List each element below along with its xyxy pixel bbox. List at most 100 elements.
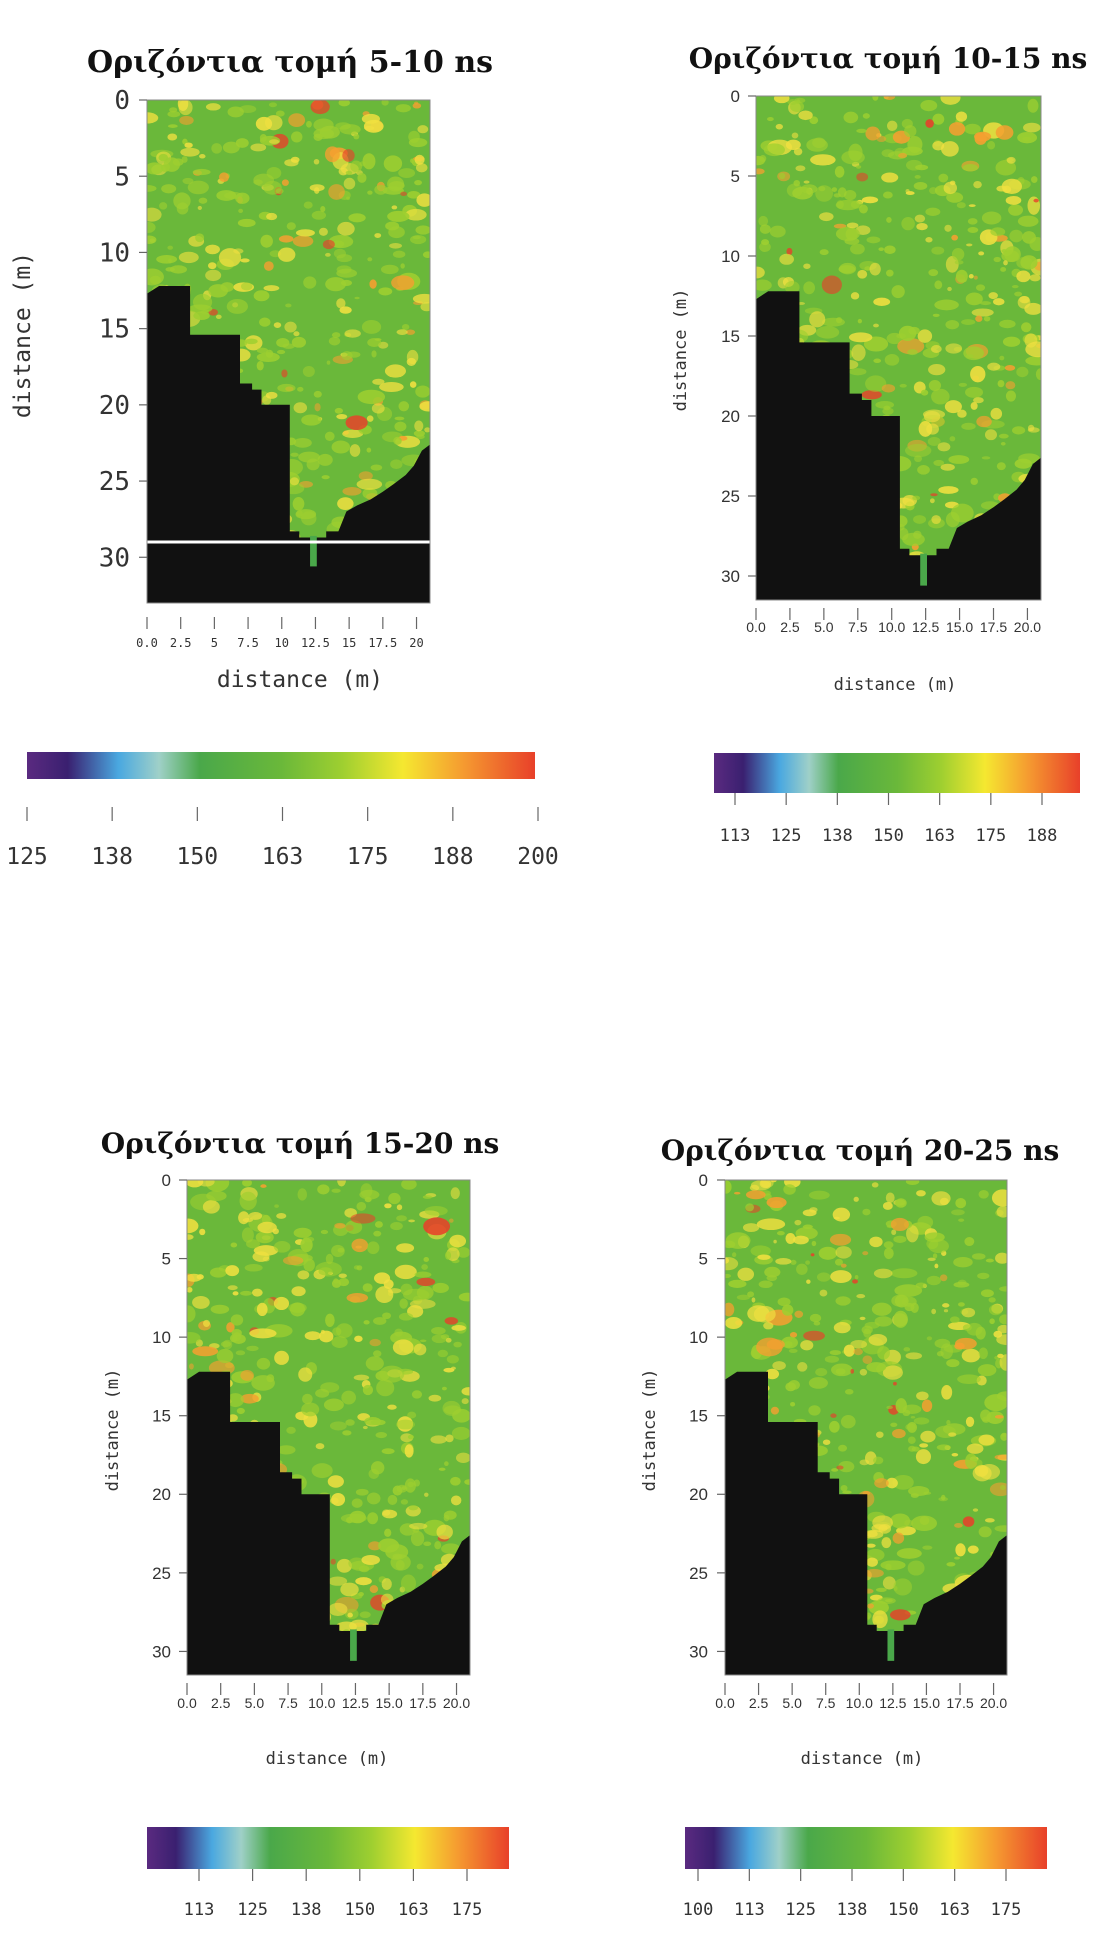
- heatmap-blob: [985, 1258, 994, 1263]
- heatmap-blob: [415, 163, 428, 173]
- data-sliver: [310, 535, 317, 567]
- heatmap-blob: [745, 1190, 766, 1200]
- heatmap-blob: [993, 1330, 1003, 1338]
- heatmap-blob: [383, 155, 403, 172]
- colorbar-tick-label: 150: [888, 1900, 919, 1920]
- heatmap-blob: [412, 235, 421, 240]
- colorbar: [685, 1827, 1047, 1869]
- heatmap-blob: [864, 1321, 880, 1329]
- heatmap-blob: [451, 1426, 470, 1440]
- heatmap-blob: [334, 407, 344, 414]
- heatmap-blob: [1000, 266, 1007, 272]
- heatmap-blob: [999, 1354, 1007, 1371]
- heatmap-blob: [913, 1417, 930, 1425]
- heatmap-blob: [187, 1218, 199, 1234]
- heatmap-blob: [766, 1197, 787, 1209]
- heatmap-blob: [359, 1611, 371, 1619]
- heatmap-blob: [421, 1264, 428, 1270]
- heatmap-blob: [396, 1204, 403, 1211]
- heatmap-blob: [832, 1207, 851, 1222]
- heatmap-blob: [317, 1184, 330, 1195]
- heatmap-blob: [310, 100, 330, 115]
- heatmap-blob: [147, 112, 159, 124]
- heatmap-blob: [239, 105, 257, 114]
- heatmap-blob: [282, 1256, 304, 1266]
- heatmap-blob: [233, 248, 244, 254]
- heatmap-blob: [921, 1399, 933, 1413]
- heatmap-blob: [422, 1195, 433, 1199]
- heatmap-blob: [424, 1492, 429, 1497]
- heatmap-blob: [322, 239, 335, 250]
- heatmap-blob: [803, 281, 815, 295]
- heatmap-blob: [809, 311, 826, 328]
- heatmap-blob: [321, 475, 330, 480]
- heatmap-blob: [939, 1274, 948, 1282]
- heatmap-blob: [1011, 284, 1019, 289]
- heatmap-blob: [367, 190, 373, 195]
- heatmap-blob: [289, 477, 300, 486]
- heatmap-blob: [256, 360, 264, 371]
- heatmap-blob: [988, 1297, 996, 1303]
- heatmap-blob: [725, 1180, 732, 1194]
- heatmap-blob: [914, 175, 921, 179]
- x-tick-label: 2.5: [749, 1695, 769, 1711]
- heatmap-blob: [805, 1260, 811, 1265]
- heatmap-blob: [913, 530, 922, 539]
- heatmap-blob: [407, 190, 421, 199]
- heatmap-blob: [987, 362, 1001, 371]
- heatmap-blob: [950, 503, 974, 523]
- heatmap-blob: [369, 279, 377, 289]
- heatmap-blob: [410, 158, 415, 164]
- heatmap-blob: [400, 191, 408, 196]
- heatmap-blob: [187, 1305, 196, 1323]
- heatmap-blob: [786, 183, 803, 198]
- heatmap-blob: [408, 1505, 419, 1511]
- heatmap-blob: [756, 168, 765, 175]
- heatmap-blob: [753, 1305, 776, 1323]
- heatmap-blob: [815, 185, 834, 202]
- heatmap-blob: [878, 1523, 892, 1534]
- heatmap-blob: [875, 400, 895, 409]
- heatmap-blob: [945, 320, 960, 330]
- heatmap-blob: [947, 286, 952, 292]
- heatmap-blob: [269, 139, 280, 144]
- heatmap-blob: [215, 314, 222, 320]
- heatmap-blob: [336, 298, 346, 309]
- heatmap-blob: [342, 149, 355, 162]
- heatmap-blob: [908, 1445, 916, 1452]
- heatmap-blob: [797, 302, 806, 305]
- heatmap-blob: [779, 253, 794, 265]
- heatmap-blob: [348, 213, 366, 223]
- heatmap-blob: [250, 143, 267, 152]
- colorbar-tick-label: 175: [347, 844, 389, 870]
- heatmap-blob: [354, 296, 360, 300]
- heatmap-blob: [402, 1288, 430, 1301]
- heatmap-blob: [943, 1309, 949, 1313]
- heatmap-blob: [376, 1379, 395, 1397]
- heatmap-blob: [894, 1294, 909, 1308]
- heatmap-blob: [967, 218, 978, 225]
- heatmap-blob: [226, 1322, 235, 1333]
- heatmap-blob: [958, 382, 968, 387]
- heatmap-blob: [883, 1247, 894, 1260]
- heatmap-blob: [955, 1337, 977, 1350]
- heatmap-blob: [946, 192, 964, 203]
- heatmap-blob: [220, 1341, 232, 1348]
- heatmap-blob: [306, 458, 320, 471]
- heatmap-blob: [360, 1183, 373, 1198]
- heatmap-blob: [981, 211, 1002, 225]
- heatmap-blob: [765, 1368, 780, 1380]
- colorbar-tick-label: 163: [262, 844, 304, 870]
- colorbar-tick-label: 200: [517, 844, 559, 870]
- heatmap-blob: [331, 1188, 341, 1193]
- heatmap-blob: [833, 1322, 851, 1334]
- colorbar-tick-label: 175: [991, 1900, 1022, 1920]
- heatmap-blob: [894, 1284, 923, 1297]
- heatmap-blob: [915, 164, 929, 171]
- heatmap-blob: [764, 1266, 781, 1278]
- heatmap-blob: [897, 338, 925, 355]
- heatmap-blob: [868, 1334, 888, 1346]
- heatmap-blob: [149, 275, 161, 285]
- heatmap-blob: [266, 167, 282, 180]
- heatmap-blob: [1001, 178, 1023, 194]
